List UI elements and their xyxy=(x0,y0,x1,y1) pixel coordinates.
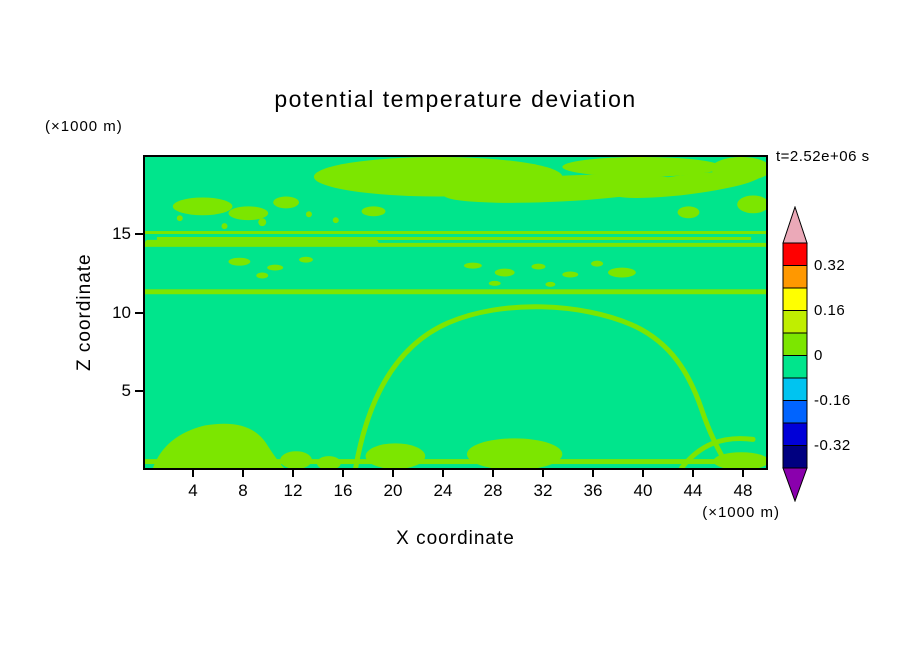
colorbar-over-arrow xyxy=(782,206,808,244)
x-tick-mark xyxy=(192,470,194,477)
x-tick-label: 16 xyxy=(333,481,353,500)
colorbar-tick-label: -0.16 xyxy=(814,391,851,409)
colorbar-tick-label: 0.32 xyxy=(814,256,846,274)
x-tick-label: 44 xyxy=(683,481,703,500)
x-tick-label: 28 xyxy=(483,481,503,500)
x-tick-label: 36 xyxy=(583,481,603,500)
contour-field xyxy=(145,157,766,468)
plot-area xyxy=(143,155,768,470)
x-tick-mark xyxy=(492,470,494,477)
colorbar-segment xyxy=(782,310,808,334)
y-tick-mark xyxy=(135,232,143,235)
positive-deviation-patches xyxy=(145,157,766,468)
x-tick-mark xyxy=(242,470,244,477)
x-tick-label: 4 xyxy=(188,481,198,500)
x-tick-label: 8 xyxy=(238,481,248,500)
x-tick-mark xyxy=(592,470,594,477)
colorbar-segment xyxy=(782,332,808,356)
x-tick-mark xyxy=(392,470,394,477)
x-tick-label: 24 xyxy=(433,481,453,500)
colorbar-segment xyxy=(782,445,808,469)
x-tick-label: 48 xyxy=(733,481,753,500)
colorbar-segment xyxy=(782,242,808,266)
colorbar-tick-label: 0 xyxy=(814,346,823,364)
y-tick-mark xyxy=(135,390,143,393)
x-tick-mark xyxy=(692,470,694,477)
x-tick-mark xyxy=(292,470,294,477)
x-axis-title: X coordinate xyxy=(396,528,515,549)
x-tick-label: 20 xyxy=(383,481,403,500)
colorbar-segment xyxy=(782,377,808,401)
x-tick-mark xyxy=(742,470,744,477)
colorbar-tick-label: -0.32 xyxy=(814,436,851,454)
field-background xyxy=(145,157,766,468)
x-tick-label: 40 xyxy=(633,481,653,500)
colorbar-under-arrow xyxy=(782,467,808,502)
y-axis-unit-label: (×1000 m) xyxy=(45,118,123,135)
chart-title: potential temperature deviation xyxy=(274,86,637,112)
colorbar-segment xyxy=(782,265,808,289)
colorbar-tick-label: 0.16 xyxy=(814,301,846,319)
x-tick-label: 32 xyxy=(533,481,553,500)
x-tick-mark xyxy=(342,470,344,477)
x-tick-mark xyxy=(642,470,644,477)
y-tick-label: 15 xyxy=(112,223,131,243)
colorbar xyxy=(782,206,808,502)
y-tick-label: 5 xyxy=(121,381,131,401)
x-axis-unit-label: (×1000 m) xyxy=(702,504,780,521)
time-annotation: t=2.52e+06 s xyxy=(776,148,870,165)
colorbar-segment xyxy=(782,287,808,311)
x-tick-mark xyxy=(542,470,544,477)
x-tick-mark xyxy=(442,470,444,477)
colorbar-segment xyxy=(782,422,808,446)
colorbar-segment xyxy=(782,355,808,379)
y-tick-mark xyxy=(135,311,143,314)
colorbar-segment xyxy=(782,400,808,424)
y-tick-label: 10 xyxy=(112,302,131,322)
x-tick-label: 12 xyxy=(283,481,303,500)
